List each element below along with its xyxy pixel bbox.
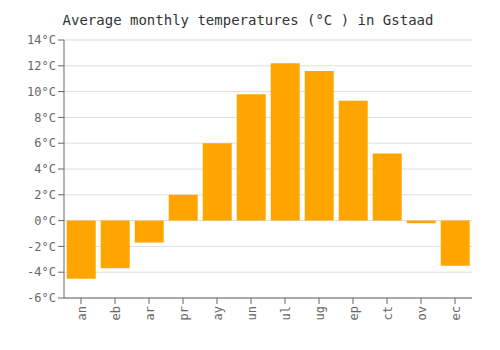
svg-text:14°C: 14°C [27,33,56,47]
svg-text:ay: ay [211,306,225,320]
svg-text:an: an [75,306,89,320]
svg-text:2°C: 2°C [34,188,56,202]
svg-text:12°C: 12°C [27,59,56,73]
svg-text:10°C: 10°C [27,85,56,99]
svg-text:0°C: 0°C [34,214,56,228]
svg-text:pr: pr [177,306,191,320]
svg-text:ov: ov [415,306,429,320]
svg-text:-2°C: -2°C [27,240,56,254]
svg-text:ug: ug [313,306,327,320]
svg-text:ct: ct [381,306,395,320]
svg-text:-4°C: -4°C [27,265,56,279]
svg-text:eb: eb [109,306,123,320]
svg-text:ep: ep [347,306,361,320]
svg-text:un: un [245,306,259,320]
svg-text:4°C: 4°C [34,162,56,176]
html-text:Average monthly temperatures (: Average monthly temperatures (°C ) in Gs… [62,12,434,28]
svg-text:8°C: 8°C [34,111,56,125]
svg-text:ar: ar [143,306,157,320]
svg-text:-6°C: -6°C [27,291,56,305]
svg-text:ul: ul [279,306,293,320]
svg-text:6°C: 6°C [34,136,56,150]
svg-text:ec: ec [449,306,463,320]
